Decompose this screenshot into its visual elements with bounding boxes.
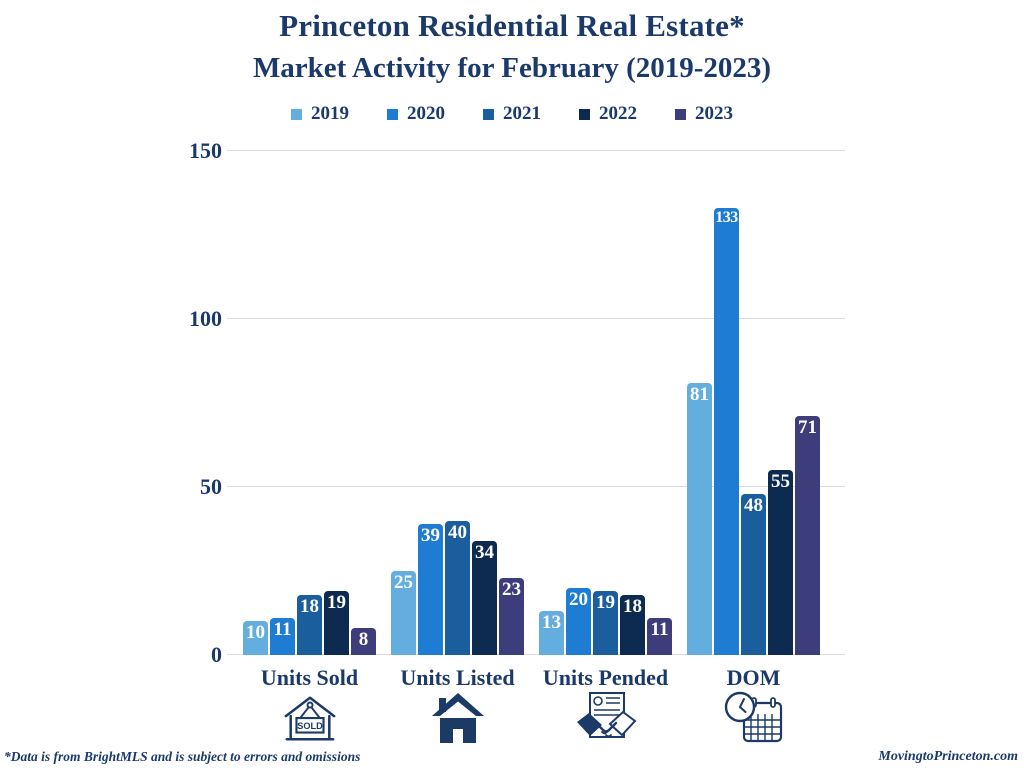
category-label-units-listed: Units Listed [400, 665, 515, 690]
bar-2022-units-listed: 34 [472, 541, 497, 655]
legend-label: 2022 [599, 103, 637, 124]
bar-value-label: 8 [358, 629, 369, 650]
legend: 2019 2020 2021 2022 2023 [0, 103, 1024, 125]
bar-2021-dom: 48 [741, 494, 766, 655]
legend-item-2020: 2020 [387, 103, 445, 125]
bar-2021-units-listed: 40 [445, 521, 470, 655]
bar-2020-units-listed: 39 [418, 524, 443, 655]
bar-value-label: 25 [394, 572, 413, 593]
bar-value-label: 11 [650, 619, 669, 640]
bar-value-label: 71 [798, 417, 817, 438]
bar-value-label: 39 [421, 525, 440, 546]
bar-2023-units-pended: 11 [647, 618, 672, 655]
y-tick-label: 100 [189, 306, 222, 331]
bar-group-units-sold: 10 11 18 19 8 [243, 591, 376, 655]
legend-swatch [579, 108, 590, 120]
bar-value-label: 18 [623, 596, 642, 617]
bar-2020-units-sold: 11 [270, 618, 295, 655]
website: MovingtoPrinceton.com [878, 749, 1018, 764]
clock-calendar-icon [687, 691, 820, 747]
y-tick-label: 150 [189, 138, 222, 163]
house-icon [391, 691, 524, 747]
legend-item-2021: 2021 [483, 103, 541, 125]
bar-value-label: 133 [715, 209, 738, 226]
bar-value-label: 13 [542, 612, 561, 633]
legend-label: 2020 [407, 103, 445, 124]
category-label-dom: DOM [726, 665, 781, 690]
bar-2019-units-listed: 25 [391, 571, 416, 655]
bar-value-label: 34 [475, 542, 494, 563]
bar-2019-dom: 81 [687, 383, 712, 655]
bar-value-label: 10 [246, 622, 265, 643]
bar-value-label: 11 [273, 619, 292, 640]
bar-value-label: 23 [502, 579, 521, 600]
legend-label: 2019 [311, 103, 349, 124]
category-label-units-pended: Units Pended [542, 665, 669, 690]
y-tick-label: 0 [211, 642, 222, 667]
legend-swatch [483, 108, 494, 120]
plot-area: 10 11 18 19 8 25 39 40 34 23 13 20 19 18 11 81 133 48 55 71 [227, 150, 845, 655]
bar-group-dom: 81 133 48 55 71 [687, 208, 820, 655]
bar-2020-units-pended: 20 [566, 588, 591, 655]
chart-title: Princeton Residential Real Estate* [279, 8, 745, 43]
bar-value-label: 40 [448, 522, 467, 543]
bar-group-units-pended: 13 20 19 18 11 [539, 588, 672, 655]
gridline-100 [227, 318, 845, 319]
category-label-units-sold: Units Sold [260, 665, 359, 690]
chart-subtitle: Market Activity for February (2019-2023) [252, 52, 772, 84]
bar-value-label: 18 [300, 596, 319, 617]
bar-2021-units-sold: 18 [297, 595, 322, 655]
svg-text:SOLD: SOLD [297, 721, 323, 731]
gridline-150 [227, 150, 845, 151]
gridline-0 [227, 654, 845, 655]
legend-item-2023: 2023 [675, 103, 733, 125]
bar-groups: 10 11 18 19 8 25 39 40 34 23 13 20 19 18 11 81 133 48 55 71 [243, 208, 820, 655]
bar-2022-units-pended: 18 [620, 595, 645, 655]
handshake-icon [539, 691, 672, 747]
bar-value-label: 19 [327, 592, 346, 613]
y-tick-label: 50 [200, 474, 222, 499]
bar-2021-units-pended: 19 [593, 591, 618, 655]
bar-2022-dom: 55 [768, 470, 793, 655]
bar-value-label: 20 [569, 589, 588, 610]
bar-2019-units-sold: 10 [243, 621, 268, 655]
category-icons: SOLD [243, 691, 820, 747]
legend-label: 2023 [695, 103, 733, 124]
legend-swatch [675, 108, 686, 120]
bar-2020-dom: 133 [714, 208, 739, 655]
category-labels: Units Sold Units Listed Units Pended DOM [243, 665, 820, 691]
legend-label: 2021 [503, 103, 541, 124]
legend-swatch [387, 108, 398, 120]
legend-item-2022: 2022 [579, 103, 637, 125]
bar-2023-dom: 71 [795, 416, 820, 655]
footnote: *Data is from BrightMLS and is subject t… [4, 749, 361, 764]
bar-2023-units-sold: 8 [351, 628, 376, 655]
bar-2019-units-pended: 13 [539, 611, 564, 655]
bar-value-label: 19 [596, 592, 615, 613]
bar-2022-units-sold: 19 [324, 591, 349, 655]
legend-swatch [291, 108, 302, 120]
bar-value-label: 55 [771, 471, 790, 492]
gridline-50 [227, 486, 845, 487]
sold-sign-icon: SOLD [243, 691, 376, 747]
bar-2023-units-listed: 23 [499, 578, 524, 655]
bar-value-label: 81 [690, 384, 709, 405]
bar-group-units-listed: 25 39 40 34 23 [391, 521, 524, 655]
bar-value-label: 48 [744, 495, 763, 516]
legend-item-2019: 2019 [291, 103, 349, 125]
